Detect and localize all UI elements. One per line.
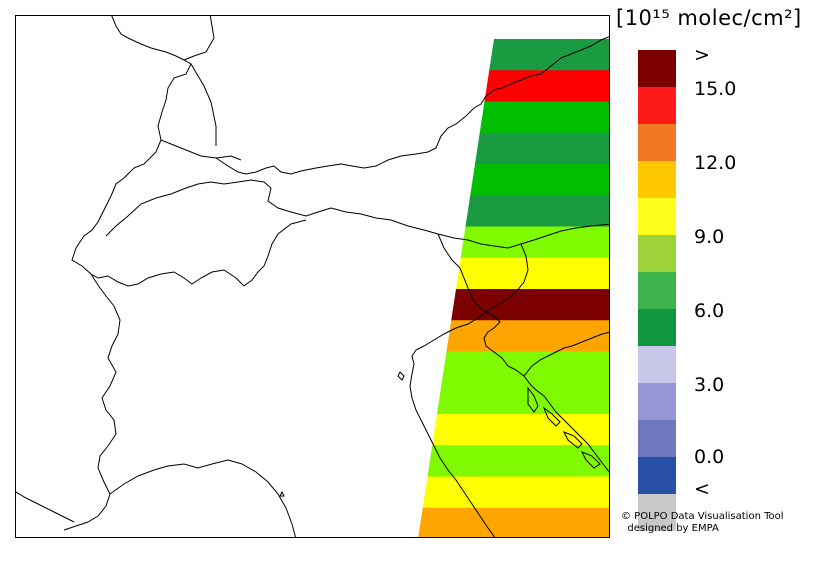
swath-band: [470, 164, 609, 196]
credit-text: © POLPO Data Visualisation Tool designed…: [621, 511, 784, 535]
swath-band: [484, 70, 609, 102]
colorbar-swatch: [638, 87, 676, 124]
swath-band: [451, 289, 609, 321]
colorbar-tick-label: 12.0: [694, 152, 737, 174]
swath-band: [489, 39, 609, 71]
credit-line-2: designed by EMPA: [627, 523, 719, 534]
swath-band: [479, 101, 609, 134]
swath-band: [418, 507, 609, 537]
colorbar-tick-label: 15.0: [694, 78, 737, 100]
colorbar-swatch: [638, 309, 676, 346]
colorbar-tick-label: 0.0: [694, 446, 725, 468]
colorbar-swatch: [638, 161, 676, 198]
map-frame[interactable]: [15, 15, 610, 538]
satellite-swath: [418, 39, 609, 537]
colorbar-tick-label: 9.0: [694, 226, 725, 248]
swath-band: [422, 476, 609, 509]
swath-band: [427, 445, 609, 477]
colorbar-swatch: [638, 235, 676, 272]
swath-band: [474, 132, 609, 165]
colorbar-tick-label: >: [694, 44, 710, 66]
country-borders: [16, 16, 609, 537]
swath-band: [432, 414, 609, 446]
colorbar-tick-label: 3.0: [694, 374, 725, 396]
unit-label: [10¹⁵ molec/cm²]: [616, 6, 802, 30]
swath-band: [441, 351, 609, 384]
swath-band: [465, 195, 609, 227]
swath-band: [436, 382, 609, 415]
colorbar-swatch: [638, 494, 676, 531]
colorbar-swatch: [638, 50, 676, 87]
colorbar-swatch: [638, 198, 676, 235]
colorbar-tick-label: 6.0: [694, 300, 725, 322]
colorbar-tick-label: <: [694, 478, 710, 500]
credit-line-1: © POLPO Data Visualisation Tool: [621, 511, 784, 522]
colorbar-swatch: [638, 272, 676, 309]
swath-band: [446, 320, 609, 352]
map-canvas[interactable]: [16, 16, 610, 538]
swath-band: [460, 226, 609, 259]
colorbar-swatch: [638, 346, 676, 383]
colorbar-swatch: [638, 383, 676, 420]
colorbar-swatch: [638, 457, 676, 494]
colorbar-swatch: [638, 124, 676, 161]
colorbar-swatch: [638, 420, 676, 457]
swath-band: [455, 257, 609, 290]
